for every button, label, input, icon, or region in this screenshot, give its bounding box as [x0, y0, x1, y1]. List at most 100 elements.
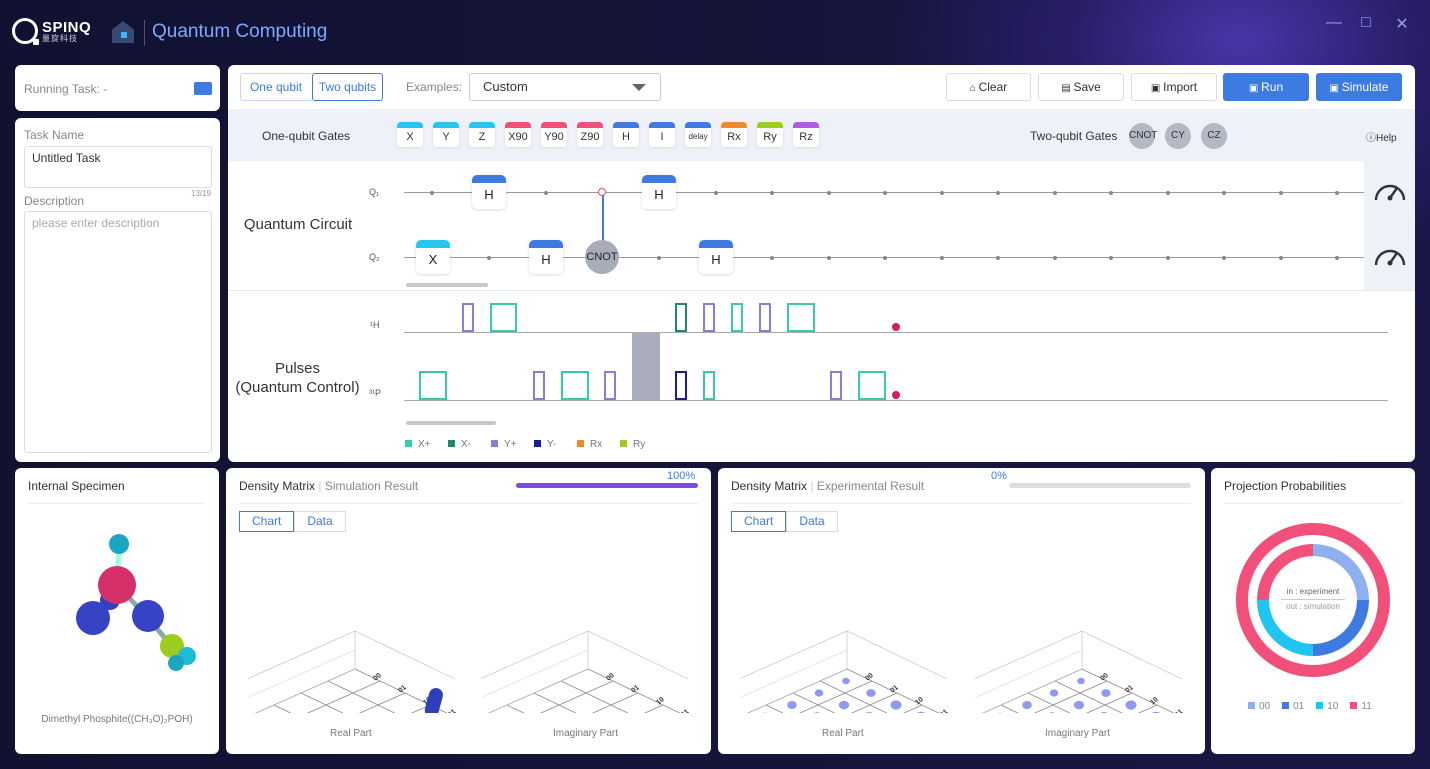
wire-slot[interactable] [1109, 256, 1113, 260]
wire-slot[interactable] [714, 191, 718, 195]
pulses-scrollbar[interactable] [406, 421, 496, 425]
pulse-block[interactable] [787, 303, 815, 332]
wire-slot[interactable] [883, 256, 887, 260]
measure-q2-icon[interactable] [1372, 243, 1408, 271]
wire-slot[interactable] [940, 256, 944, 260]
wire-slot[interactable] [657, 256, 661, 260]
task-list-icon[interactable] [194, 82, 212, 95]
pulse-block[interactable] [604, 371, 616, 400]
save-button[interactable]: ▤ Save [1038, 73, 1124, 101]
wire-slot[interactable] [1053, 191, 1057, 195]
wire-slot[interactable] [1166, 191, 1170, 195]
two-qubits-tab[interactable]: Two qubits [312, 73, 383, 101]
gate-y[interactable]: Y [433, 122, 459, 147]
circuit-gate-x[interactable]: X [416, 240, 450, 274]
gate-rx[interactable]: Rx [721, 122, 747, 147]
pulse-block[interactable] [675, 371, 687, 400]
legend-item-00[interactable]: 00 [1248, 701, 1270, 712]
wire-slot[interactable] [1279, 191, 1283, 195]
gate-ry[interactable]: Ry [757, 122, 783, 147]
gate-x[interactable]: X [397, 122, 423, 147]
pulse-block[interactable] [675, 303, 687, 332]
gate-h[interactable]: H [613, 122, 639, 147]
legend-item-10[interactable]: 10 [1316, 701, 1338, 712]
description-textarea[interactable]: please enter description [24, 211, 212, 453]
gate-cy[interactable]: CY [1165, 123, 1191, 149]
pulse-block[interactable] [703, 303, 715, 332]
wire-slot[interactable] [770, 191, 774, 195]
one-qubit-tab[interactable]: One qubit [240, 73, 311, 101]
gate-rz[interactable]: Rz [793, 122, 819, 147]
axis-tick-label: 01 [889, 684, 900, 694]
gate-delay[interactable]: delay [685, 122, 711, 147]
sim-title-line: Density Matrix | Simulation Result [239, 479, 419, 493]
circuit-gate-h[interactable]: H [699, 240, 733, 274]
task-name-input[interactable]: Untitled Task [24, 146, 212, 188]
circuit-gate-h[interactable]: H [642, 175, 676, 209]
close-button[interactable]: ✕ [1395, 16, 1409, 33]
wire-slot[interactable] [1222, 256, 1226, 260]
sim-tab-data[interactable]: Data [294, 511, 346, 532]
wire-slot[interactable] [1222, 191, 1226, 195]
help-link[interactable]: ⓘHelp [1366, 129, 1397, 144]
import-button[interactable]: ▣ Import [1131, 73, 1217, 101]
gate-i[interactable]: I [649, 122, 675, 147]
gate-cnot[interactable]: CNOT [1129, 123, 1157, 149]
gate-z[interactable]: Z [469, 122, 495, 147]
pulse-block[interactable] [419, 371, 447, 400]
pulse-block[interactable] [462, 303, 474, 332]
pulse-block[interactable] [731, 303, 743, 332]
circuit-gate-h[interactable]: H [472, 175, 506, 209]
run-button[interactable]: ▣ Run [1223, 73, 1309, 101]
pulse-block[interactable] [830, 371, 842, 400]
home-icon[interactable] [112, 21, 134, 43]
qubit-2-label: Q₂ [369, 252, 380, 262]
sim-tab-chart[interactable]: Chart [239, 511, 295, 532]
circuit-gate-h[interactable]: H [529, 240, 563, 274]
exp-progress-label: 0% [991, 470, 1007, 482]
coupling-evolution-block[interactable] [632, 332, 660, 400]
gate-cz[interactable]: CZ [1201, 123, 1227, 149]
wire-slot[interactable] [770, 256, 774, 260]
wire-slot[interactable] [1053, 256, 1057, 260]
wire-slot[interactable] [940, 191, 944, 195]
matrix-element [1022, 701, 1032, 709]
pulse-block[interactable] [533, 371, 545, 400]
wire-slot[interactable] [544, 191, 548, 195]
measure-q1-icon[interactable] [1372, 178, 1408, 206]
wire-slot[interactable] [1109, 191, 1113, 195]
pulse-legend-rx: Rx [577, 439, 602, 450]
legend-item-01[interactable]: 01 [1282, 701, 1304, 712]
clear-button[interactable]: ⌂ Clear [946, 73, 1031, 101]
gate-x90[interactable]: X90 [505, 122, 531, 147]
exp-tab-data[interactable]: Data [786, 511, 838, 532]
pulse-block[interactable] [490, 303, 517, 332]
wire-slot[interactable] [1335, 256, 1339, 260]
simulate-button[interactable]: ▣ Simulate [1316, 73, 1402, 101]
wire-slot[interactable] [487, 256, 491, 260]
gate-y90[interactable]: Y90 [541, 122, 567, 147]
pulse-block[interactable] [759, 303, 771, 332]
wire-slot[interactable] [883, 191, 887, 195]
pulse-block[interactable] [703, 371, 715, 400]
wire-slot[interactable] [827, 191, 831, 195]
wire-slot[interactable] [996, 256, 1000, 260]
maximize-button[interactable]: □ [1361, 14, 1371, 31]
wire-slot[interactable] [1166, 256, 1170, 260]
circuit-scrollbar[interactable] [406, 283, 488, 287]
gate-z90[interactable]: Z90 [577, 122, 603, 147]
wire-slot[interactable] [996, 191, 1000, 195]
pulse-block[interactable] [561, 371, 589, 400]
wire-slot[interactable] [430, 191, 434, 195]
exp-tab-chart[interactable]: Chart [731, 511, 787, 532]
legend-item-11[interactable]: 11 [1350, 701, 1372, 712]
examples-select[interactable]: Custom [469, 73, 661, 101]
minimize-button[interactable]: — [1326, 14, 1342, 31]
wire-slot[interactable] [827, 256, 831, 260]
donut-segment [1257, 544, 1314, 601]
circuit-gate-cnot[interactable]: CNOT [585, 240, 619, 274]
cnot-control-dot[interactable] [598, 188, 606, 196]
wire-slot[interactable] [1279, 256, 1283, 260]
wire-slot[interactable] [1335, 191, 1339, 195]
pulse-block[interactable] [858, 371, 886, 400]
